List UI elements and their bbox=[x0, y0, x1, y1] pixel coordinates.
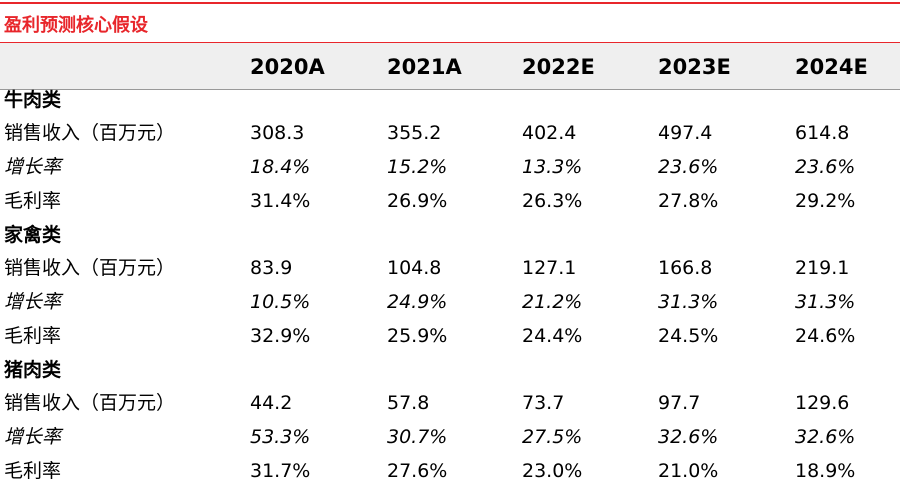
cell: 15.2% bbox=[387, 156, 448, 178]
cell: 21.2% bbox=[522, 291, 583, 313]
column-header: 2023E bbox=[658, 55, 731, 79]
cell: 32.6% bbox=[795, 426, 856, 448]
cell: 18.9% bbox=[795, 460, 856, 482]
cell: 32.6% bbox=[658, 426, 719, 448]
cell: 127.1 bbox=[522, 257, 577, 279]
cell: 25.9% bbox=[387, 325, 448, 347]
column-header: 2020A bbox=[250, 55, 325, 79]
cell: 497.4 bbox=[658, 122, 713, 144]
row-label: 销售收入（百万元） bbox=[4, 392, 176, 414]
cell: 614.8 bbox=[795, 122, 850, 144]
cell: 30.7% bbox=[387, 426, 448, 448]
cell: 24.6% bbox=[795, 325, 856, 347]
cell: 21.0% bbox=[658, 460, 719, 482]
section-name: 牛肉类 bbox=[4, 89, 62, 111]
row-label: 毛利率 bbox=[4, 460, 62, 482]
row-label: 毛利率 bbox=[4, 325, 62, 347]
row-label: 销售收入（百万元） bbox=[4, 122, 176, 144]
cell: 129.6 bbox=[795, 392, 850, 414]
title-rule bbox=[0, 42, 900, 43]
row-label: 增长率 bbox=[4, 291, 62, 313]
section-name: 猪肉类 bbox=[4, 359, 62, 381]
cell: 13.3% bbox=[522, 156, 583, 178]
top-rule bbox=[0, 2, 900, 4]
cell: 24.9% bbox=[387, 291, 448, 313]
cell: 29.2% bbox=[795, 190, 856, 212]
cell: 23.6% bbox=[795, 156, 856, 178]
cell: 166.8 bbox=[658, 257, 713, 279]
cell: 24.4% bbox=[522, 325, 583, 347]
cell: 27.8% bbox=[658, 190, 719, 212]
column-header: 2021A bbox=[387, 55, 462, 79]
cell: 53.3% bbox=[250, 426, 311, 448]
cell: 26.3% bbox=[522, 190, 583, 212]
cell: 44.2 bbox=[250, 392, 293, 414]
cell: 355.2 bbox=[387, 122, 442, 144]
cell: 219.1 bbox=[795, 257, 850, 279]
cell: 97.7 bbox=[658, 392, 701, 414]
column-header: 2024E bbox=[795, 55, 868, 79]
cell: 24.5% bbox=[658, 325, 719, 347]
row-label: 销售收入（百万元） bbox=[4, 257, 176, 279]
cell: 27.6% bbox=[387, 460, 448, 482]
cell: 27.5% bbox=[522, 426, 583, 448]
cell: 26.9% bbox=[387, 190, 448, 212]
cell: 31.4% bbox=[250, 190, 311, 212]
cell: 18.4% bbox=[250, 156, 311, 178]
row-label: 增长率 bbox=[4, 426, 62, 448]
cell: 23.0% bbox=[522, 460, 583, 482]
section-name: 家禽类 bbox=[4, 224, 62, 246]
cell: 402.4 bbox=[522, 122, 577, 144]
row-label: 增长率 bbox=[4, 156, 62, 178]
cell: 10.5% bbox=[250, 291, 311, 313]
cell: 73.7 bbox=[522, 392, 565, 414]
cell: 104.8 bbox=[387, 257, 442, 279]
cell: 31.3% bbox=[795, 291, 856, 313]
cell: 308.3 bbox=[250, 122, 305, 144]
cell: 31.7% bbox=[250, 460, 311, 482]
cell: 32.9% bbox=[250, 325, 311, 347]
cell: 31.3% bbox=[658, 291, 719, 313]
cell: 23.6% bbox=[658, 156, 719, 178]
row-label: 毛利率 bbox=[4, 190, 62, 212]
cell: 83.9 bbox=[250, 257, 293, 279]
column-header: 2022E bbox=[522, 55, 595, 79]
title: 盈利预测核心假设 bbox=[4, 15, 148, 36]
cell: 57.8 bbox=[387, 392, 430, 414]
header-band bbox=[0, 43, 900, 90]
